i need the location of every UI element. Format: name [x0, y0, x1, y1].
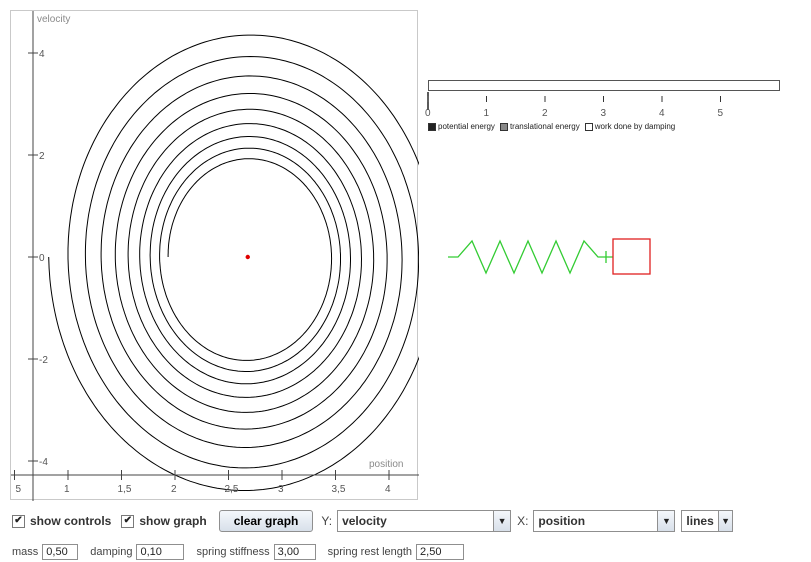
- show-controls-checkbox[interactable]: ✔ show controls: [12, 514, 111, 528]
- y-tick-label: 2: [39, 151, 45, 162]
- phase-plot-svg: 5 1 1,5 2 2,5 3 3,5 4 4 2 0 -2 -4: [11, 11, 419, 501]
- x-tick-label: 5: [16, 484, 22, 495]
- y-dropdown-arrow-icon[interactable]: ▼: [493, 511, 511, 531]
- energy-bar: [428, 80, 780, 91]
- x-axis-prefix: X:: [517, 514, 529, 528]
- clear-graph-button[interactable]: clear graph: [218, 510, 314, 532]
- y-axis-prefix: Y:: [321, 514, 333, 528]
- damping-param: damping: [90, 544, 185, 560]
- phase-graph: 5 1 1,5 2 2,5 3 3,5 4 4 2 0 -2 -4 velocity position: [10, 10, 419, 501]
- damping-label: damping: [90, 546, 133, 558]
- mass-block[interactable]: [612, 238, 651, 275]
- x-tick-label: 1: [64, 484, 70, 495]
- potential-energy-swatch: [428, 122, 436, 131]
- spring-coil: [448, 239, 613, 275]
- x-axis-label: position: [369, 459, 404, 470]
- current-state-point: [245, 254, 250, 260]
- show-graph-checkbox[interactable]: ✔ show graph: [121, 514, 207, 528]
- x-tick-label: 3: [278, 484, 284, 495]
- mass-label: mass: [12, 546, 39, 558]
- graph-style-value: lines: [686, 514, 714, 528]
- y-tick-label: 4: [39, 49, 45, 60]
- energy-tick-label: 0: [425, 108, 431, 119]
- y-tick-label: 0: [39, 253, 45, 264]
- spring-stiffness-label: spring stiffness: [196, 546, 270, 558]
- y-axis-label: velocity: [37, 14, 71, 25]
- energy-tick-label: 2: [542, 108, 548, 119]
- show-controls-check-icon: ✔: [12, 514, 25, 528]
- energy-legend: potential energy translational energy wo…: [428, 122, 678, 131]
- x-tick-label: 3,5: [332, 484, 346, 495]
- graph-style-select[interactable]: lines ▼: [681, 510, 734, 532]
- y-tick-label: -4: [39, 457, 48, 468]
- damping-field[interactable]: [136, 544, 185, 560]
- spring-mass-animation: [448, 238, 651, 275]
- legend-translational-energy: translational energy: [499, 122, 580, 131]
- style-dropdown-arrow-icon[interactable]: ▼: [717, 511, 733, 531]
- x-dropdown-arrow-icon[interactable]: ▼: [657, 511, 675, 531]
- show-controls-label: show controls: [30, 514, 112, 528]
- x-tick-label: 2,5: [225, 484, 239, 495]
- energy-scale: 0 1 2 3 4 5: [425, 92, 724, 119]
- show-graph-label: show graph: [139, 514, 207, 528]
- y-variable-value: velocity: [342, 514, 387, 528]
- spring-rest-length-label: spring rest length: [327, 546, 413, 558]
- energy-tick-label: 1: [484, 108, 490, 119]
- spring-rest-length-field[interactable]: [416, 544, 465, 560]
- energy-tick-label: 5: [718, 108, 724, 119]
- energy-tick-label: 3: [601, 108, 607, 119]
- rest-length-param: spring rest length: [327, 544, 465, 560]
- show-graph-check-icon: ✔: [121, 514, 135, 528]
- translational-energy-swatch: [499, 122, 508, 131]
- x-tick-label: 4: [385, 484, 391, 495]
- x-variable-select[interactable]: position ▼: [533, 510, 676, 532]
- x-tick-label: 2: [171, 484, 177, 495]
- phase-trajectory-line: [48, 34, 419, 491]
- control-bar: ✔ show controls ✔ show graph clear graph…: [12, 508, 739, 534]
- x-tick-label: 1,5: [118, 484, 132, 495]
- energy-tick-label: 4: [659, 108, 665, 119]
- spring-stiffness-field[interactable]: [273, 544, 316, 560]
- mass-field[interactable]: [42, 544, 79, 560]
- legend-work-done: work done by damping: [584, 122, 675, 131]
- x-variable-value: position: [538, 514, 586, 528]
- stiffness-param: spring stiffness: [196, 544, 316, 560]
- mass-param: mass: [12, 544, 79, 560]
- y-tick-label: -2: [39, 355, 48, 366]
- parameter-bar: mass damping spring stiffness spring res…: [12, 542, 476, 562]
- legend-potential-energy: potential energy: [428, 122, 495, 131]
- work-done-swatch: [584, 122, 593, 131]
- y-variable-select[interactable]: velocity ▼: [337, 510, 512, 532]
